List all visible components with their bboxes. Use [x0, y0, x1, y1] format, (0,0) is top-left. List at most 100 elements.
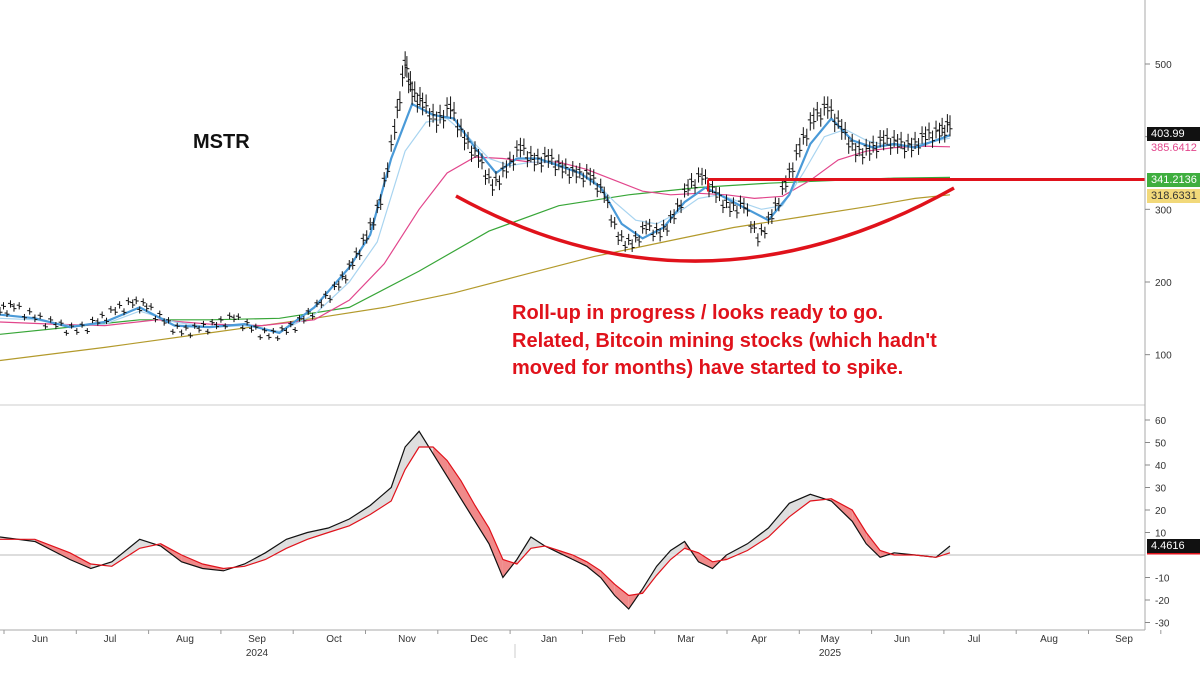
- price-bar: [412, 81, 418, 102]
- price-bar: [601, 186, 607, 203]
- price-bar: [346, 260, 352, 270]
- oscillator-fill: [768, 503, 790, 537]
- price-bar: [283, 328, 289, 335]
- price-bar: [939, 117, 945, 136]
- price-bar: [779, 180, 785, 195]
- price-bar: [11, 303, 17, 312]
- price-bar: [148, 303, 154, 311]
- price-bar: [776, 197, 782, 212]
- price-bar: [942, 124, 948, 143]
- price-bar: [573, 165, 579, 184]
- price-panel: [0, 51, 1145, 362]
- price-bar: [7, 300, 13, 308]
- price-bar: [157, 310, 163, 318]
- price-bar: [678, 199, 684, 214]
- price-bar: [427, 108, 433, 127]
- price-bar: [486, 168, 492, 184]
- price-bar: [856, 139, 862, 157]
- price-bar: [400, 65, 406, 87]
- price-bar: [619, 230, 625, 242]
- price-bar: [608, 214, 614, 228]
- price-bar: [849, 133, 855, 152]
- cup-curve: [455, 186, 955, 263]
- price-bar: [524, 151, 530, 168]
- price-bar: [870, 135, 876, 153]
- price-bar: [314, 299, 320, 308]
- price-bar: [430, 103, 436, 123]
- ma-tag-olive: 318.6331: [1147, 189, 1200, 203]
- price-bar: [832, 113, 838, 132]
- price-bar: [916, 138, 922, 155]
- price-bar: [730, 197, 736, 211]
- price-bar: [636, 235, 642, 247]
- price-bar: [821, 96, 827, 116]
- price-bar: [797, 137, 803, 158]
- price-bar: [626, 233, 632, 246]
- price-bar: [507, 151, 513, 168]
- price-bar: [930, 130, 936, 148]
- price-bar: [577, 162, 583, 179]
- price-bar: [905, 133, 911, 151]
- oscillator-fill: [670, 541, 685, 560]
- price-bar: [650, 229, 656, 242]
- price-bar: [222, 323, 228, 330]
- price-bar: [692, 179, 698, 194]
- price-bar: [664, 224, 670, 236]
- price-bar: [117, 301, 123, 309]
- price-bar: [392, 118, 398, 140]
- price-bar: [675, 198, 681, 212]
- x-tick-label: Aug: [176, 634, 194, 645]
- oscillator-fill: [90, 561, 112, 569]
- ma-tag-green: 341.2136: [1147, 173, 1200, 187]
- price-bar: [21, 313, 27, 321]
- price-bar: [58, 319, 64, 326]
- oscillator-fill: [572, 555, 587, 567]
- price-bar: [327, 295, 333, 303]
- price-bar: [385, 162, 391, 178]
- price-bar: [710, 178, 715, 194]
- price-bar: [108, 305, 114, 313]
- x-tick-label: Dec: [470, 634, 488, 645]
- price-bar: [231, 314, 237, 323]
- x-tick-label: Aug: [1040, 634, 1058, 645]
- price-bar: [253, 323, 259, 330]
- price-bar: [647, 218, 653, 232]
- price-bar: [79, 321, 85, 328]
- price-bar: [465, 131, 471, 150]
- price-bar: [549, 148, 555, 165]
- oscillator-fill: [391, 447, 406, 501]
- price-bar: [37, 312, 43, 320]
- price-bar: [727, 201, 733, 217]
- price-bar: [200, 320, 206, 328]
- price-bar: [793, 144, 799, 161]
- oscillator-panel: [0, 430, 1200, 610]
- osc-tick-label: 50: [1155, 439, 1167, 450]
- price-bar: [434, 111, 440, 133]
- price-bar: [257, 334, 263, 340]
- price-bar: [846, 136, 852, 154]
- oscillator-fill: [726, 543, 748, 560]
- price-bar: [301, 316, 307, 324]
- price-bar: [235, 313, 241, 321]
- price-bar: [510, 154, 516, 171]
- price-bar: [469, 145, 475, 162]
- price-bar: [654, 222, 660, 235]
- ma-line: [0, 145, 951, 327]
- osc-tick-label: 30: [1155, 484, 1167, 495]
- price-bar: [769, 209, 775, 224]
- price-bar: [489, 179, 495, 196]
- price-bar: [99, 311, 105, 319]
- price-bar: [423, 94, 429, 114]
- price-bar: [305, 307, 311, 315]
- price-bar: [183, 324, 189, 331]
- price-bar: [455, 119, 461, 138]
- price-bar: [622, 240, 628, 252]
- price-bar: [496, 175, 502, 191]
- price-bar: [196, 325, 202, 333]
- oscillator-fill: [586, 561, 601, 578]
- price-bar: [570, 161, 576, 177]
- price-bar: [629, 239, 635, 253]
- price-bar: [170, 328, 176, 335]
- y-tick-label: 300: [1155, 205, 1172, 216]
- price-bar: [689, 173, 695, 188]
